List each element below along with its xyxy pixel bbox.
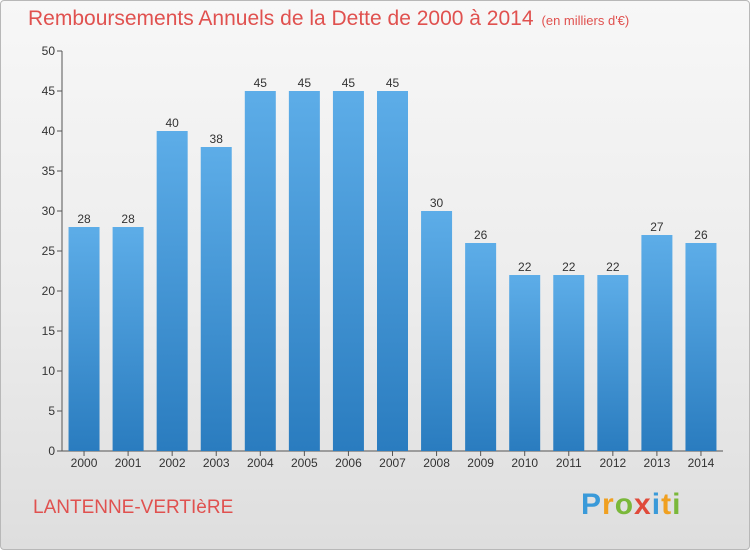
x-tick-label: 2000	[71, 456, 98, 470]
bar	[421, 211, 453, 451]
bar-value-label: 26	[694, 228, 708, 242]
x-tick-label: 2002	[159, 456, 186, 470]
y-tick-label: 45	[42, 84, 56, 98]
x-tick-label: 2003	[203, 456, 230, 470]
chart-title-block: Remboursements Annuels de la Dette de 20…	[28, 7, 629, 31]
bar	[156, 131, 188, 451]
bar-value-label: 22	[606, 260, 620, 274]
y-tick-label: 20	[42, 284, 56, 298]
bar-value-label: 27	[650, 220, 664, 234]
bar	[597, 275, 629, 451]
bar-value-label: 28	[121, 212, 135, 226]
bar	[244, 91, 276, 451]
chart-title: Remboursements Annuels de la Dette de 20…	[28, 7, 534, 30]
proxiti-logo: Proxiti	[581, 488, 681, 522]
bar	[509, 275, 541, 451]
bar	[112, 227, 144, 451]
y-tick-label: 10	[42, 364, 56, 378]
logo-letter: t	[661, 488, 673, 521]
y-tick-label: 5	[48, 404, 55, 418]
bar-value-label: 22	[562, 260, 576, 274]
x-tick-label: 2011	[556, 456, 582, 470]
bar-value-label: 40	[165, 116, 179, 130]
bar	[377, 91, 408, 451]
bar	[641, 235, 673, 451]
logo-letter: i	[651, 488, 662, 521]
x-tick-label: 2007	[379, 456, 406, 470]
logo-letter: x	[634, 488, 652, 521]
x-tick-label: 2013	[644, 456, 671, 470]
bar-value-label: 45	[342, 76, 356, 90]
bar	[465, 243, 497, 451]
y-tick-label: 40	[42, 124, 56, 138]
bar-value-label: 22	[518, 260, 532, 274]
y-tick-label: 30	[42, 204, 56, 218]
x-tick-label: 2012	[599, 456, 626, 470]
bar	[332, 91, 364, 451]
bar	[685, 243, 717, 451]
logo-letter: i	[672, 488, 682, 521]
bar-value-label: 45	[298, 76, 312, 90]
chart-unit: (en milliers d'€)	[541, 13, 630, 28]
bar-value-label: 38	[210, 132, 224, 146]
y-tick-label: 50	[42, 44, 56, 58]
y-tick-label: 0	[48, 444, 55, 458]
x-tick-label: 2005	[291, 456, 318, 470]
y-tick-label: 15	[42, 324, 56, 338]
x-tick-label: 2010	[511, 456, 538, 470]
bar	[200, 147, 232, 451]
bar-value-label: 28	[77, 212, 91, 226]
bar-value-label: 45	[386, 76, 400, 90]
y-tick-label: 35	[42, 164, 56, 178]
logo-letter: P	[581, 488, 603, 521]
x-tick-label: 2004	[247, 456, 274, 470]
y-tick-label: 25	[42, 244, 56, 258]
x-tick-label: 2006	[335, 456, 362, 470]
logo-letter: r	[602, 488, 615, 521]
x-tick-label: 2001	[115, 456, 142, 470]
x-tick-label: 2014	[688, 456, 715, 470]
bar	[288, 91, 320, 451]
bar-value-label: 30	[430, 196, 444, 210]
bar-value-label: 45	[254, 76, 268, 90]
location-label: LANTENNE-VERTIèRE	[33, 497, 234, 518]
x-tick-label: 2008	[423, 456, 450, 470]
bar	[68, 227, 100, 451]
bar	[553, 275, 585, 451]
bar-value-label: 26	[474, 228, 488, 242]
logo-letter: o	[614, 488, 635, 521]
x-tick-label: 2009	[467, 456, 494, 470]
